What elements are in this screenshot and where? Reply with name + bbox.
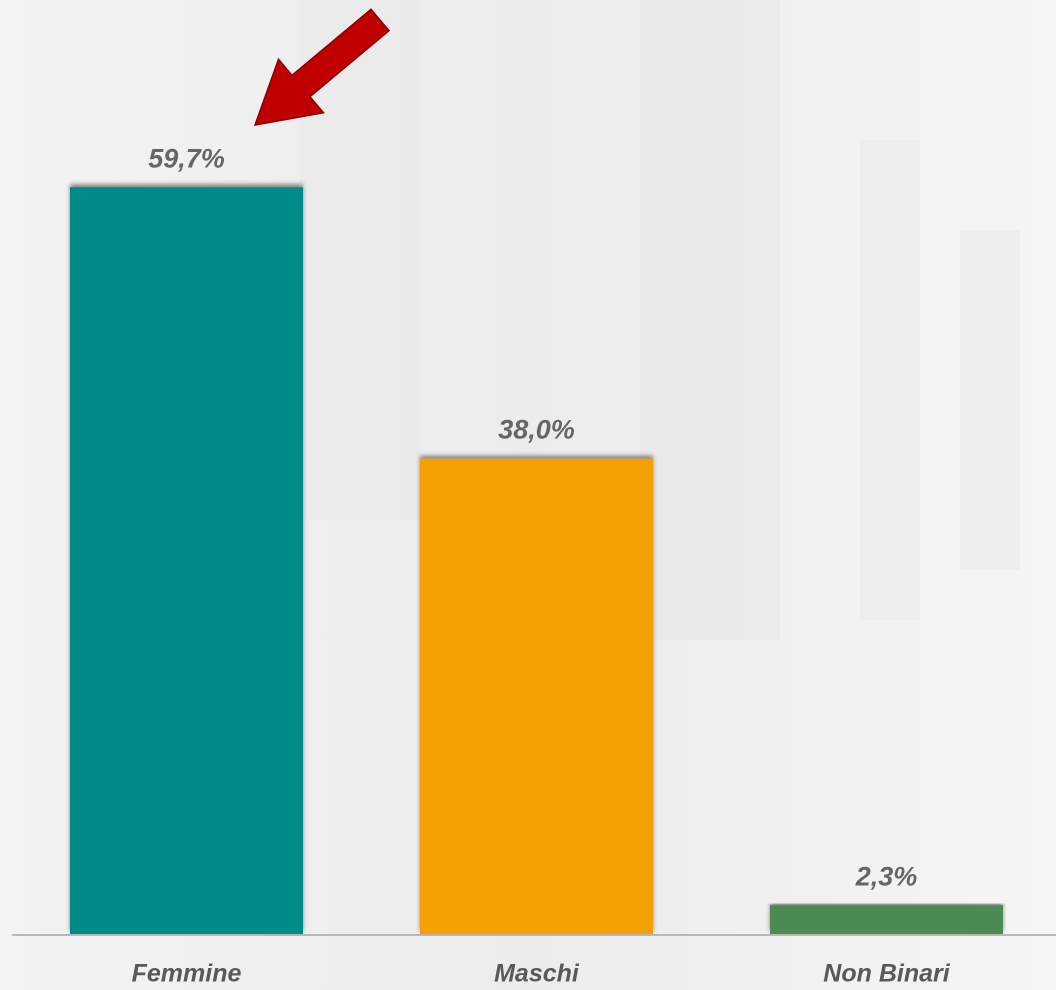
value-label: 59,7% xyxy=(148,143,225,173)
x-tick-label: Femmine xyxy=(132,960,242,988)
background-shelves xyxy=(300,0,1020,640)
value-label: 38,0% xyxy=(498,415,575,445)
arrow xyxy=(253,8,391,126)
bar xyxy=(770,905,1003,934)
x-tick-label: Maschi xyxy=(494,960,580,988)
value-label: 2,3% xyxy=(855,861,918,891)
bar xyxy=(420,458,653,934)
bar xyxy=(70,187,303,934)
x-tick-label: Non Binari xyxy=(823,960,950,988)
